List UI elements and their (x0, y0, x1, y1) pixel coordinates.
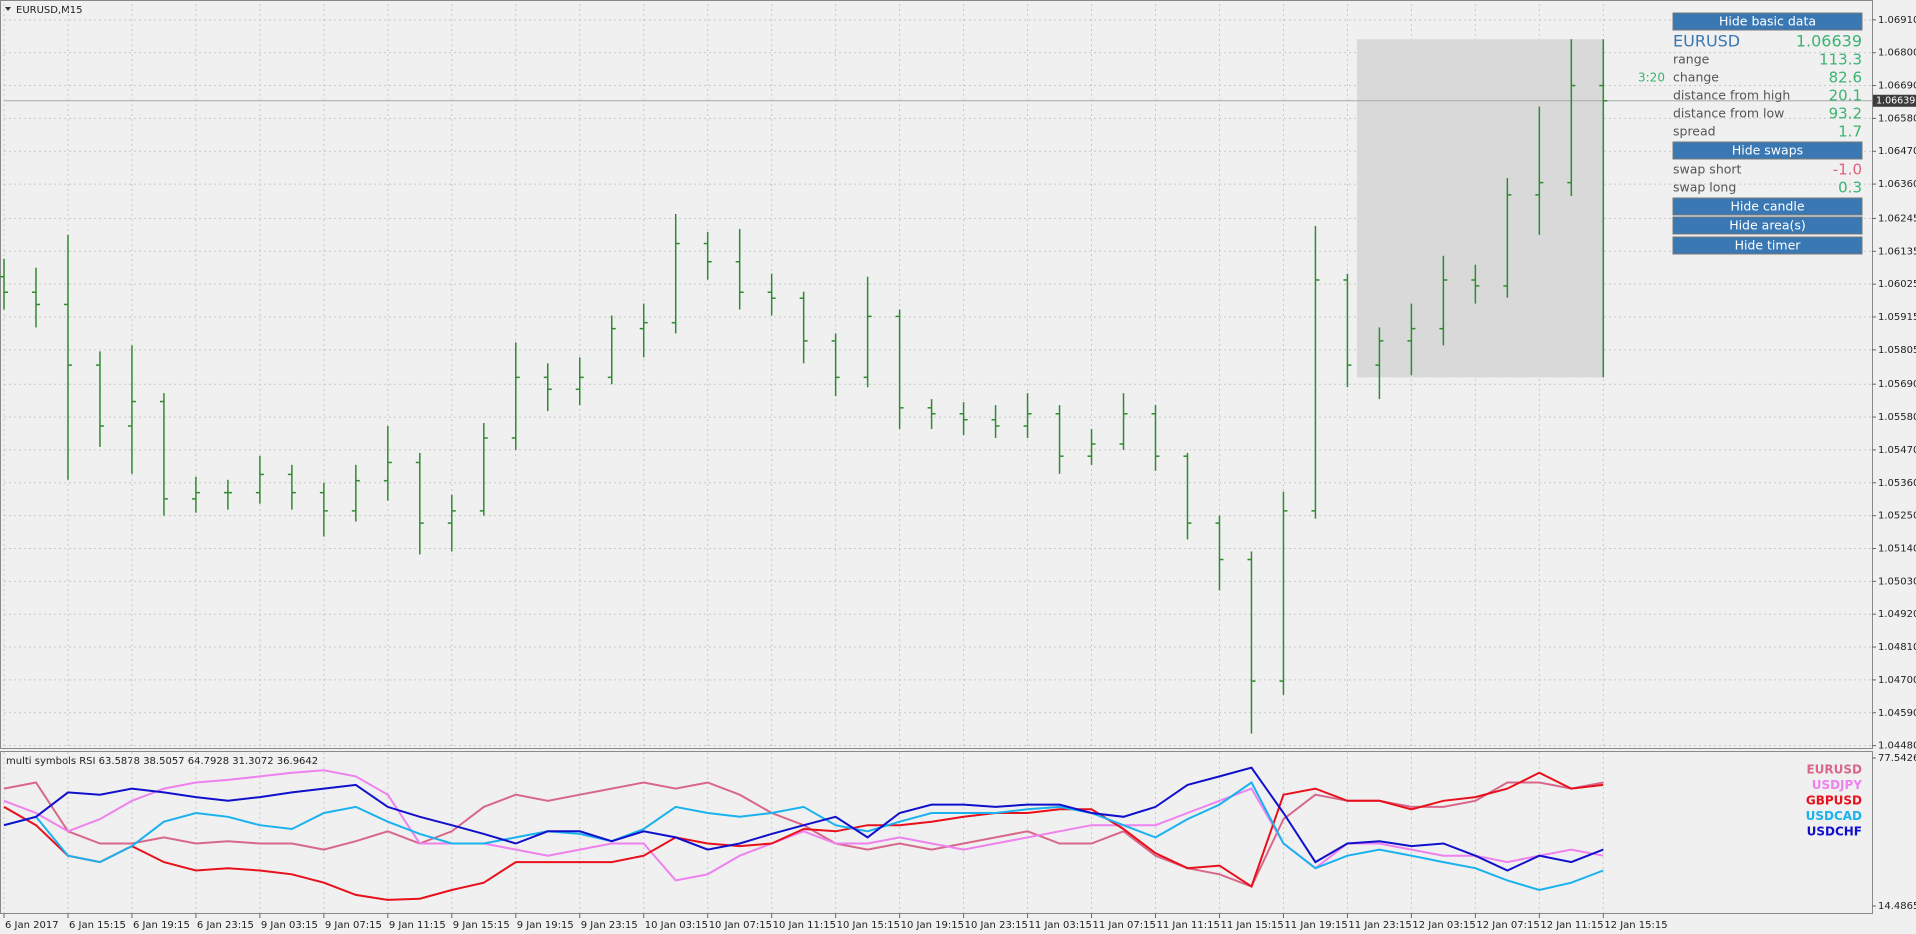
y-tick-label: 1.05690 (1878, 379, 1916, 390)
stat-label: spread (1673, 124, 1716, 139)
y-tick-label: 1.06245 (1878, 213, 1916, 224)
timer: 3:20 (1638, 71, 1665, 85)
rsi-line (3, 766, 1604, 872)
button-label[interactable]: Hide area(s) (1729, 218, 1806, 233)
x-tick-label: 12 Jan 03:15 (1412, 920, 1475, 931)
bid-label: 1.06639 (1876, 95, 1915, 106)
swap-value: -1.0 (1833, 161, 1862, 179)
x-tick-label: 11 Jan 23:15 (1348, 920, 1411, 931)
x-tick-label: 12 Jan 11:15 (1540, 920, 1603, 931)
y-tick-label: 77.5426 (1878, 753, 1916, 764)
x-tick-label: 11 Jan 15:15 (1220, 920, 1283, 931)
y-tick-label: 1.05580 (1878, 412, 1916, 423)
y-tick-label: 1.05805 (1878, 345, 1916, 356)
y-tick-label: 1.06580 (1878, 113, 1916, 124)
swap-label: swap long (1673, 180, 1736, 195)
x-tick-label: 10 Jan 03:15 (645, 920, 708, 931)
rsi-line (3, 769, 1604, 882)
symbol: EURUSD (1673, 32, 1740, 51)
button[interactable] (1672, 236, 1863, 255)
y-tick-label: 1.04700 (1878, 675, 1916, 686)
y-tick-label: 1.06690 (1878, 81, 1916, 92)
sub-pane-border (0, 751, 1873, 914)
y-tick-label: 1.05250 (1878, 511, 1916, 522)
legend-entry: USDCAD (1806, 809, 1862, 823)
x-tick-label: 6 Jan 19:15 (133, 920, 190, 931)
range-area (1357, 39, 1604, 378)
x-tick-label: 11 Jan 11:15 (1157, 920, 1220, 931)
x-tick-label: 9 Jan 03:15 (261, 920, 318, 931)
x-tick-label: 10 Jan 15:15 (837, 920, 900, 931)
button[interactable] (1672, 12, 1863, 31)
button-label[interactable]: Hide basic data (1719, 14, 1816, 29)
y-tick-label: 1.04810 (1878, 642, 1916, 653)
chart-title: EURUSD,M15 (16, 5, 82, 16)
price: 1.06639 (1796, 32, 1862, 51)
stat-value: 20.1 (1829, 87, 1862, 105)
y-tick-label: 1.06910 (1878, 15, 1916, 26)
bid-tag (1873, 94, 1916, 107)
rsi-line (3, 781, 1604, 892)
legend-entry: EURUSD (1806, 763, 1862, 777)
button[interactable] (1672, 216, 1863, 235)
button[interactable] (1672, 141, 1863, 160)
y-tick-label: 1.06135 (1878, 246, 1916, 257)
x-tick-label: 9 Jan 19:15 (517, 920, 574, 931)
stat-label: distance from high (1673, 88, 1790, 103)
x-tick-label: 6 Jan 23:15 (197, 920, 254, 931)
button[interactable] (1672, 197, 1863, 216)
y-tick-label: 1.04590 (1878, 708, 1916, 719)
y-tick-label: 1.05470 (1878, 445, 1916, 456)
x-tick-label: 9 Jan 23:15 (581, 920, 638, 931)
stat-label: change (1673, 70, 1719, 85)
y-tick-label: 1.06470 (1878, 146, 1916, 157)
swap-value: 0.3 (1838, 179, 1862, 197)
x-tick-label: 10 Jan 19:15 (901, 920, 964, 931)
y-tick-label: 1.05030 (1878, 576, 1916, 587)
y-tick-label: 1.06025 (1878, 279, 1916, 290)
x-tick-label: 10 Jan 11:15 (773, 920, 836, 931)
x-tick-label: 12 Jan 07:15 (1476, 920, 1539, 931)
x-tick-label: 11 Jan 03:15 (1029, 920, 1092, 931)
x-tick-label: 9 Jan 15:15 (453, 920, 510, 931)
y-tick-label: 1.05360 (1878, 478, 1916, 489)
y-tick-label: 1.04920 (1878, 609, 1916, 620)
button-label[interactable]: Hide candle (1730, 199, 1804, 214)
y-tick-label: 1.04480 (1878, 741, 1916, 752)
legend-entry: GBPUSD (1806, 794, 1862, 808)
stat-value: 82.6 (1829, 69, 1862, 87)
y-tick-label: 1.06360 (1878, 179, 1916, 190)
stat-label: distance from low (1673, 106, 1784, 121)
rsi-line (3, 771, 1604, 901)
stat-value: 1.7 (1838, 123, 1862, 141)
x-tick-label: 9 Jan 11:15 (389, 920, 446, 931)
button-label[interactable]: Hide timer (1735, 238, 1802, 253)
y-tick-label: 14.4865 (1878, 901, 1916, 912)
stat-value: 93.2 (1829, 105, 1862, 123)
y-tick-label: 1.06800 (1878, 48, 1916, 59)
x-tick-label: 6 Jan 15:15 (69, 920, 126, 931)
x-tick-label: 12 Jan 15:15 (1604, 920, 1667, 931)
x-tick-label: 10 Jan 07:15 (709, 920, 772, 931)
y-tick-label: 1.05140 (1878, 543, 1916, 554)
swap-label: swap short (1673, 162, 1742, 177)
stat-label: range (1673, 52, 1710, 67)
x-tick-label: 9 Jan 07:15 (325, 920, 382, 931)
x-tick-label: 11 Jan 07:15 (1093, 920, 1156, 931)
x-tick-label: 10 Jan 23:15 (965, 920, 1028, 931)
legend-entry: USDCHF (1807, 825, 1862, 839)
x-tick-label: 11 Jan 19:15 (1284, 920, 1347, 931)
x-tick-label: 6 Jan 2017 (5, 920, 59, 931)
menu-arrow (5, 7, 11, 11)
stat-value: 113.3 (1819, 51, 1862, 69)
legend-entry: USDJPY (1812, 778, 1863, 792)
indicator-title: multi symbols RSI 63.5878 38.5057 64.792… (6, 756, 318, 767)
button-label[interactable]: Hide swaps (1732, 143, 1803, 158)
main-pane-border (0, 0, 1873, 749)
y-tick-label: 1.05915 (1878, 312, 1916, 323)
